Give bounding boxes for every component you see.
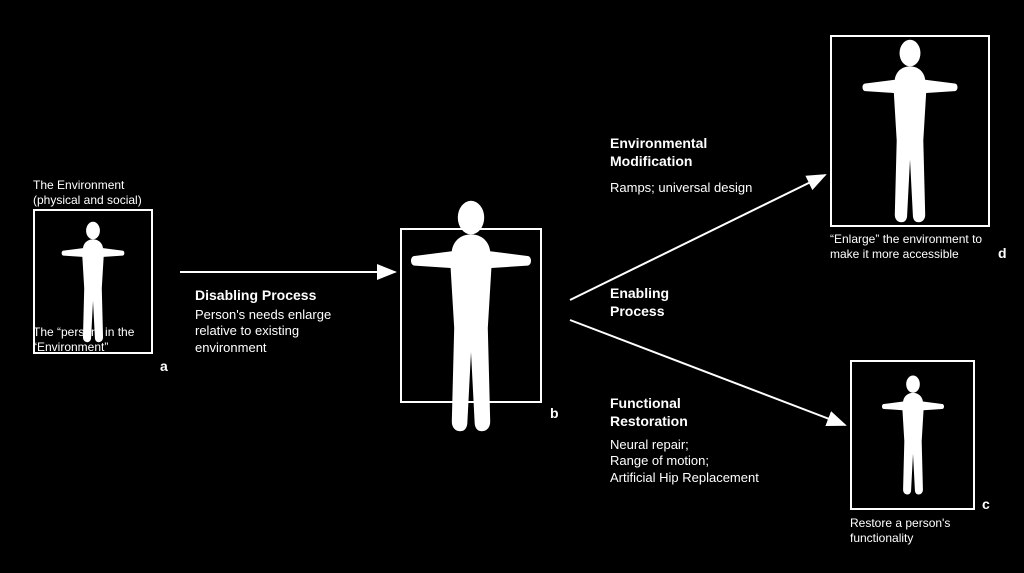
- arrows: [0, 0, 1024, 573]
- diagram-root: The Environment (physical and social) Th…: [0, 0, 1024, 573]
